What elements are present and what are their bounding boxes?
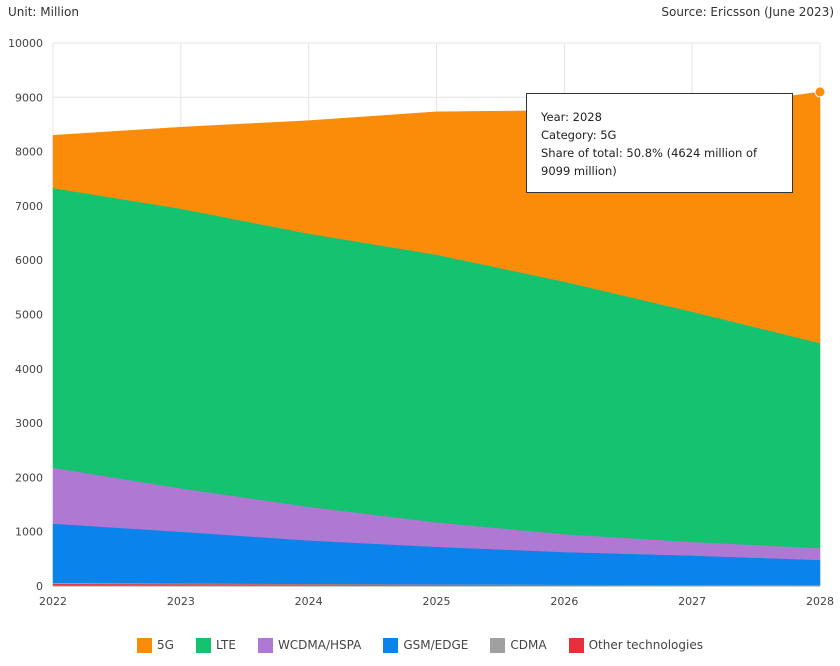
x-tick-label: 2028 <box>806 595 834 608</box>
y-tick-label: 3000 <box>15 417 43 430</box>
legend-label: CDMA <box>510 638 547 652</box>
legend-item-lte[interactable]: LTE <box>195 637 236 653</box>
legend-swatch <box>568 637 584 653</box>
y-tick-label: 1000 <box>15 526 43 539</box>
tooltip-category: Category: 5G <box>541 128 617 142</box>
legend-item-cdma[interactable]: CDMA <box>490 637 547 653</box>
legend-swatch <box>195 637 211 653</box>
legend-swatch <box>137 637 153 653</box>
chart-tooltip: Year: 2028 Category: 5G Share of total: … <box>526 93 793 193</box>
legend-swatch <box>383 637 399 653</box>
unit-label: Unit: Million <box>8 5 79 19</box>
x-tick-label: 2026 <box>550 595 578 608</box>
tooltip-share: Share of total: 50.8% (4624 million of 9… <box>541 146 758 178</box>
y-tick-label: 2000 <box>15 471 43 484</box>
legend-label: GSM/EDGE <box>403 638 469 652</box>
highlight-point <box>814 86 826 98</box>
legend-item-wcdma-hspa[interactable]: WCDMA/HSPA <box>257 637 362 653</box>
legend-label: Other technologies <box>588 638 703 652</box>
y-tick-label: 6000 <box>15 254 43 267</box>
y-tick-label: 10000 <box>8 37 43 50</box>
x-tick-label: 2027 <box>678 595 706 608</box>
chart-legend: 5G LTE WCDMA/HSPA GSM/EDGE CDMA Other te… <box>0 634 840 656</box>
x-tick-label: 2022 <box>39 595 67 608</box>
legend-swatch <box>490 637 506 653</box>
x-tick-label: 2024 <box>295 595 323 608</box>
x-tick-label: 2025 <box>423 595 451 608</box>
legend-label: 5G <box>157 638 174 652</box>
legend-item-5g[interactable]: 5G <box>137 637 174 653</box>
legend-swatch <box>257 637 273 653</box>
legend-item-other-technologies[interactable]: Other technologies <box>568 637 703 653</box>
y-tick-label: 5000 <box>15 309 43 322</box>
y-tick-label: 8000 <box>15 146 43 159</box>
legend-item-gsm-edge[interactable]: GSM/EDGE <box>383 637 469 653</box>
x-tick-label: 2023 <box>167 595 195 608</box>
y-tick-label: 9000 <box>15 91 43 104</box>
y-tick-label: 7000 <box>15 200 43 213</box>
y-tick-label: 0 <box>36 580 43 593</box>
tooltip-year: Year: 2028 <box>541 110 602 124</box>
legend-label: WCDMA/HSPA <box>277 638 362 652</box>
legend-label: LTE <box>215 638 236 652</box>
y-tick-label: 4000 <box>15 363 43 376</box>
source-label: Source: Ericsson (June 2023) <box>661 5 834 19</box>
